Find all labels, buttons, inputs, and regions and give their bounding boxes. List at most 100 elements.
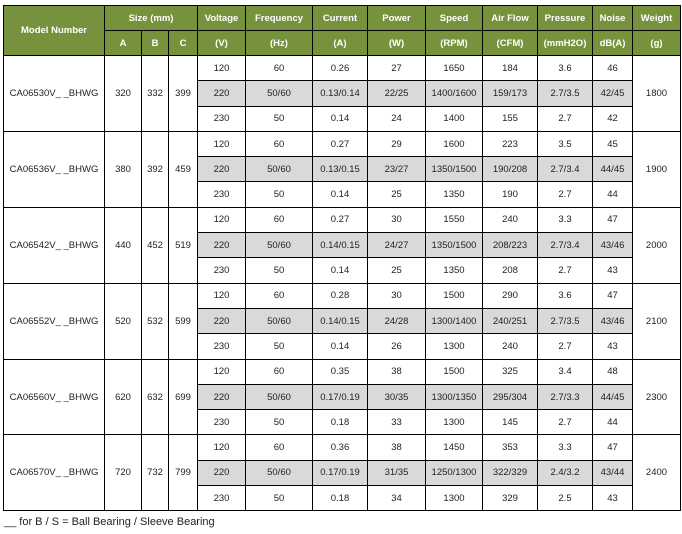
table-row: 230 50 0.14 26 1300 240 2.7 43	[4, 333, 681, 360]
spec-cell: 34	[367, 485, 426, 512]
spec-cell: 1300	[425, 409, 483, 436]
spec-cell: 2.7/3.4	[537, 156, 593, 183]
spec-cell: 31/35	[367, 459, 426, 487]
spec-cell: 2.7/3.5	[537, 80, 593, 107]
spec-cell: 145	[482, 409, 538, 436]
spec-cell: 220	[197, 383, 246, 411]
spec-cell: 42	[592, 105, 633, 132]
spec-cell: 0.14	[312, 105, 368, 132]
spec-cell: 42/45	[592, 80, 633, 107]
spec-cell: 2.7	[537, 257, 593, 284]
table-row: 230 50 0.18 34 1300 329 2.5 43	[4, 485, 681, 512]
spec-cell: 220	[197, 232, 246, 259]
spec-cell: 322/329	[482, 459, 538, 487]
header-noise: Noise	[592, 5, 633, 31]
model-number: CA06536V_ _BHWG	[3, 130, 105, 208]
size-a: 440	[104, 206, 142, 284]
model-number: CA06560V_ _BHWG	[3, 358, 105, 436]
spec-cell: 1350/1500	[425, 232, 483, 259]
spec-cell: 47	[592, 282, 633, 309]
header-size: Size (mm)	[104, 5, 198, 31]
spec-cell: 0.14/0.15	[312, 307, 368, 335]
spec-cell: 230	[197, 257, 246, 284]
spec-cell: 230	[197, 333, 246, 360]
spec-cell: 24	[367, 105, 426, 132]
spec-cell: 240/251	[482, 307, 538, 335]
spec-cell: 190/208	[482, 156, 538, 183]
spec-cell: 43	[592, 485, 633, 512]
table-row: 230 50 0.18 33 1300 145 2.7 44	[4, 409, 681, 436]
table-row: 220 50/60 0.13/0.15 23/27 1350/1500 190/208 2.…	[4, 156, 681, 183]
spec-cell: 2.7/3.5	[537, 307, 593, 335]
model-number: CA06542V_ _BHWG	[3, 206, 105, 284]
header-speed: Speed	[425, 5, 483, 31]
spec-cell: 50/60	[245, 383, 313, 411]
spec-cell: 60	[245, 130, 313, 158]
spec-cell: 60	[245, 358, 313, 385]
header-power: Power	[367, 5, 426, 31]
spec-cell: 47	[592, 434, 633, 461]
spec-cell: 0.28	[312, 282, 368, 309]
spec-cell: 1400/1600	[425, 80, 483, 107]
spec-cell: 230	[197, 181, 246, 208]
header-pressure: Pressure	[537, 5, 593, 31]
size-a: 320	[104, 55, 142, 132]
spec-cell: 1300/1350	[425, 383, 483, 411]
spec-cell: 50	[245, 485, 313, 512]
spec-cell: 3.6	[537, 54, 593, 82]
spec-cell: 50	[245, 105, 313, 132]
spec-cell: 0.13/0.14	[312, 80, 368, 107]
spec-cell: 0.26	[312, 54, 368, 82]
spec-cell: 1350	[425, 257, 483, 284]
spec-cell: 1450	[425, 434, 483, 461]
spec-cell: 47	[592, 206, 633, 234]
spec-cell: 44/45	[592, 383, 633, 411]
spec-cell: 3.3	[537, 434, 593, 461]
table-row: 220 50/60 0.13/0.14 22/25 1400/1600 159/173 2.…	[4, 80, 681, 107]
size-b: 532	[141, 282, 169, 360]
spec-cell: 159/173	[482, 80, 538, 107]
spec-cell: 120	[197, 282, 246, 309]
spec-cell: 0.14	[312, 333, 368, 360]
spec-cell: 220	[197, 156, 246, 183]
spec-cell: 44/45	[592, 156, 633, 183]
weight: 2300	[632, 358, 681, 436]
spec-cell: 0.18	[312, 409, 368, 436]
header-voltage: Voltage	[197, 5, 246, 31]
spec-cell: 27	[367, 54, 426, 82]
spec-cell: 1300	[425, 333, 483, 360]
size-b: 452	[141, 206, 169, 284]
spec-cell: 48	[592, 358, 633, 385]
spec-cell: 1350/1500	[425, 156, 483, 183]
spec-cell: 46	[592, 54, 633, 82]
header-unit: dB(A)	[592, 30, 633, 56]
spec-cell: 230	[197, 409, 246, 436]
table-row: CA06560V_ _BHWG 620 632 699 120 60 0.35 38 1500 3…	[3, 358, 681, 436]
header-unit: (g)	[632, 30, 681, 56]
header-row: Model Number Size (mm) Voltage Frequency Cur…	[3, 5, 681, 56]
size-b: 332	[141, 55, 169, 132]
header-unit: (V)	[197, 30, 246, 56]
spec-cell: 2.7	[537, 181, 593, 208]
spec-cell: 1500	[425, 358, 483, 385]
size-a: 720	[104, 434, 142, 512]
header-units-row: A B C (V) (Hz) (A) (W) (RPM) (CFM) (mmH2O) dB(A) (g…	[4, 30, 681, 56]
spec-cell: 230	[197, 105, 246, 132]
header-size-a: A	[104, 30, 142, 56]
header-unit: (W)	[367, 30, 426, 56]
spec-cell: 2.5	[537, 485, 593, 512]
fan-spec-table: Model Number Size (mm) Voltage Frequency Cur…	[3, 5, 681, 512]
spec-cell: 120	[197, 434, 246, 461]
spec-cell: 25	[367, 181, 426, 208]
spec-cell: 1250/1300	[425, 459, 483, 487]
header-unit: (CFM)	[482, 30, 538, 56]
spec-cell: 43/46	[592, 232, 633, 259]
spec-cell: 50	[245, 181, 313, 208]
spec-cell: 50	[245, 333, 313, 360]
spec-cell: 44	[592, 181, 633, 208]
spec-cell: 1350	[425, 181, 483, 208]
spec-cell: 30/35	[367, 383, 426, 411]
spec-cell: 2.7/3.3	[537, 383, 593, 411]
spec-cell: 120	[197, 54, 246, 82]
table-row: 220 50/60 0.14/0.15 24/27 1350/1500 208/223 2.…	[4, 232, 681, 259]
